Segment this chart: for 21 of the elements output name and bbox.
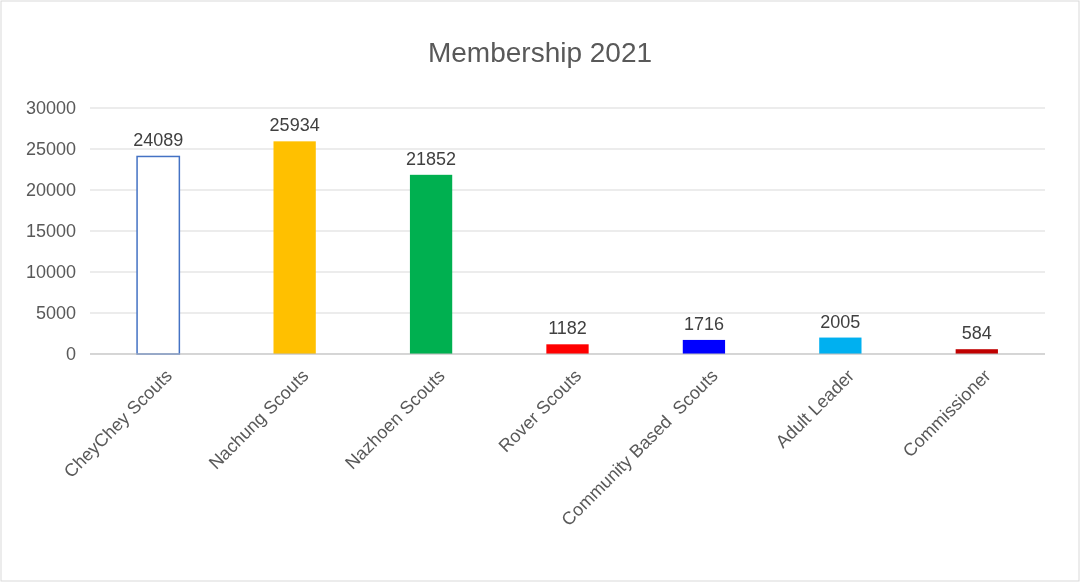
bar — [409, 174, 453, 354]
y-tick-label: 10000 — [25, 262, 76, 283]
data-label: 584 — [961, 323, 992, 344]
y-tick-label: 0 — [65, 344, 76, 365]
bar — [136, 155, 181, 355]
y-tick-label: 15000 — [25, 221, 76, 242]
data-label: 25934 — [269, 115, 320, 136]
bar — [273, 141, 316, 354]
chart-title: Membership 2021 — [427, 37, 653, 68]
data-label: 24089 — [133, 130, 184, 151]
y-tick-label: 30000 — [25, 98, 76, 119]
data-label: 1716 — [683, 313, 724, 334]
data-label: 21852 — [406, 148, 457, 169]
data-label: 2005 — [820, 311, 861, 332]
data-label: 1182 — [548, 318, 587, 339]
bar — [682, 339, 726, 354]
y-tick-label: 5000 — [35, 303, 76, 324]
bar — [819, 337, 862, 354]
y-tick-label: 25000 — [25, 139, 76, 160]
y-tick-label: 20000 — [25, 180, 76, 201]
bar — [546, 344, 589, 354]
